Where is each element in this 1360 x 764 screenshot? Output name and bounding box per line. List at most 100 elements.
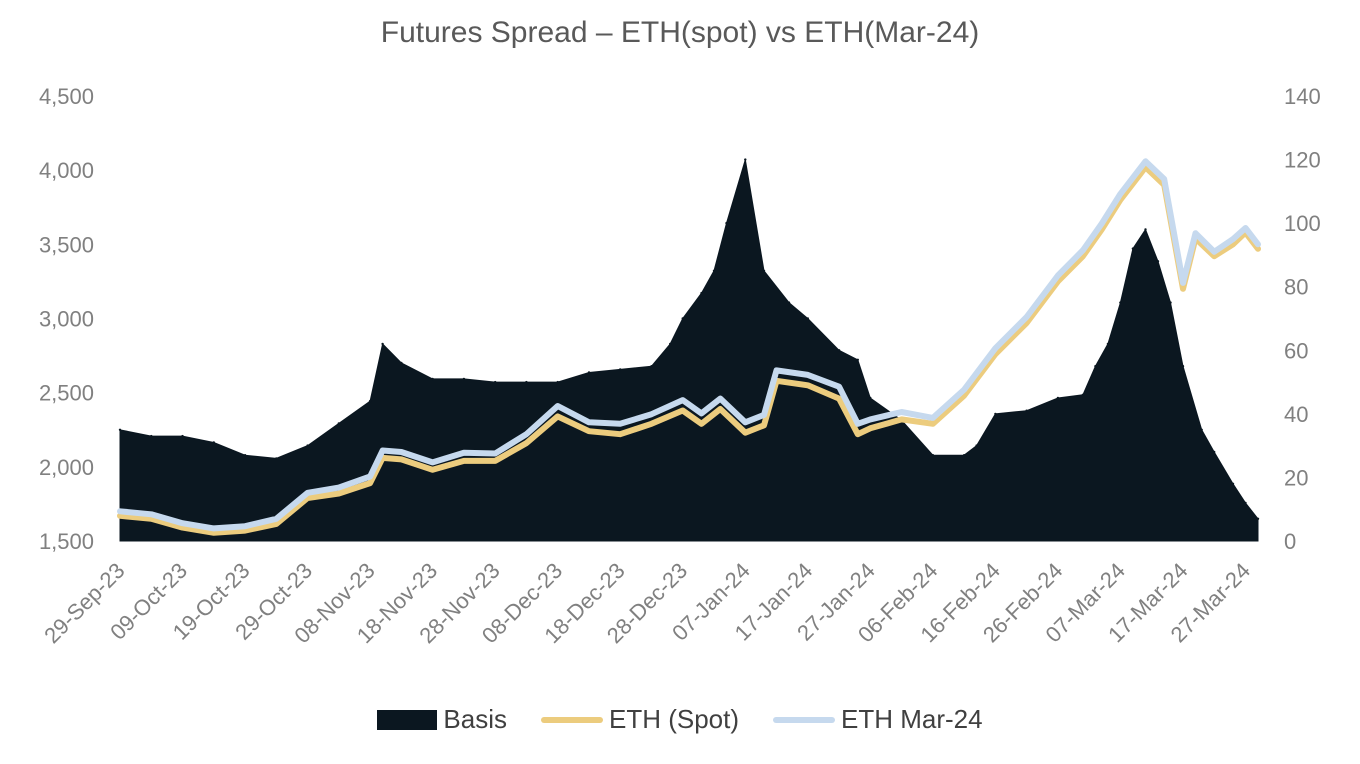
basis-point — [118, 428, 122, 431]
eth-mar24-point — [930, 415, 935, 420]
eth-mar24-point — [1212, 249, 1217, 254]
left-tick-label: 3,000 — [39, 307, 94, 332]
basis-point — [744, 158, 747, 161]
eth-mar24-point — [1024, 315, 1029, 319]
eth-mar24-point — [1231, 237, 1235, 242]
eth-spot-point — [118, 513, 122, 518]
basis-point — [1144, 228, 1147, 231]
eth-mar24-point — [1243, 226, 1248, 230]
legend-label-eth-mar24: ETH Mar-24 — [841, 704, 983, 734]
eth-mar24-point — [274, 516, 279, 521]
eth-spot-point — [805, 383, 810, 388]
left-tick-label: 3,500 — [39, 232, 94, 257]
basis-point — [525, 380, 528, 384]
eth-mar24-point — [1080, 248, 1085, 253]
eth-spot-point — [587, 429, 591, 434]
basis-swatch — [377, 709, 438, 730]
left-tick-label: 2,000 — [39, 455, 94, 480]
eth-mar24-point — [680, 398, 685, 403]
eth-mar24-point — [243, 524, 248, 529]
eth-spot-point — [149, 516, 154, 521]
basis-point — [181, 434, 184, 438]
basis-point — [669, 342, 672, 346]
basis-point — [806, 317, 809, 320]
eth-mar24-point — [524, 432, 529, 437]
eth-spot-point — [899, 417, 904, 422]
basis-point — [725, 221, 728, 225]
eth-spot-point — [855, 432, 860, 437]
right-tick-label: 0 — [1284, 529, 1296, 554]
eth-spot-point — [555, 414, 560, 419]
eth-spot-point — [762, 423, 766, 428]
basis-point — [1231, 482, 1235, 485]
basis-point — [975, 444, 978, 447]
basis-point — [212, 441, 215, 444]
basis-point — [1094, 365, 1097, 368]
basis-point — [368, 399, 372, 403]
basis-point — [700, 291, 703, 295]
basis-point — [1181, 365, 1185, 368]
basis-point — [556, 380, 559, 384]
eth-spot-point — [493, 458, 498, 463]
legend-item-eth-spot: ETH (Spot) — [540, 704, 740, 735]
eth-mar24-point — [180, 521, 185, 526]
basis-point — [1244, 501, 1247, 505]
eth-spot-point — [837, 396, 842, 401]
eth-mar24-point — [118, 509, 122, 514]
basis-point — [1081, 393, 1085, 396]
basis-point — [869, 396, 872, 400]
eth-mar24-point — [380, 448, 385, 453]
legend-item-basis: Basis — [377, 704, 507, 735]
eth-spot-point — [699, 421, 704, 426]
eth-mar24-point — [618, 421, 623, 426]
eth-spot-point — [718, 407, 723, 411]
eth-mar24-point — [493, 451, 498, 456]
eth-mar24-swatch — [773, 716, 836, 723]
basis-point — [1025, 409, 1028, 412]
legend-item-eth-mar24: ETH Mar-24 — [773, 704, 983, 735]
eth-mar24-line — [117, 158, 1261, 532]
basis-point — [243, 454, 247, 457]
eth-mar24-point — [837, 384, 842, 389]
eth-spot-point — [680, 408, 685, 413]
basis-point — [337, 422, 340, 425]
right-tick-label: 40 — [1284, 402, 1308, 427]
eth-mar24-point — [555, 404, 560, 408]
eth-spot-point — [368, 481, 373, 486]
eth-mar24-point — [993, 346, 998, 351]
basis-point — [381, 342, 384, 346]
eth-mar24-point — [1193, 231, 1198, 236]
eth-mar24-point — [368, 474, 373, 479]
basis-point — [1200, 428, 1203, 431]
basis-area-layer — [118, 158, 1260, 542]
eth-spot-point — [868, 426, 873, 431]
eth-spot-point — [399, 457, 404, 462]
basis-point — [1056, 396, 1060, 400]
price-lines-layer — [117, 158, 1261, 536]
eth-spot-point — [649, 421, 654, 426]
eth-mar24-point — [587, 420, 591, 425]
eth-spot-point — [1256, 246, 1260, 251]
eth-mar24-point — [399, 450, 404, 454]
basis-area — [119, 159, 1259, 542]
eth-spot-point — [1212, 254, 1217, 259]
basis-point — [1213, 450, 1216, 454]
eth-mar24-point — [718, 396, 723, 401]
eth-mar24-point — [868, 417, 873, 422]
legend-label-eth-spot: ETH (Spot) — [608, 704, 740, 734]
eth-spot-point — [336, 491, 341, 496]
basis-point — [275, 457, 278, 460]
basis-point — [462, 377, 466, 381]
eth-spot-point — [243, 528, 248, 533]
eth-spot-point — [618, 432, 623, 437]
right-tick-label: 120 — [1284, 148, 1321, 173]
basis-point — [1169, 301, 1172, 304]
eth-mar24-point — [1118, 191, 1123, 196]
chart-title: Futures Spread – ETH(spot) vs ETH(Mar-24… — [380, 16, 980, 49]
left-tick-label: 1,500 — [39, 529, 94, 554]
basis-point — [1119, 301, 1122, 304]
eth-mar24-point — [1181, 280, 1185, 285]
eth-mar24-point — [149, 512, 154, 517]
basis-point — [587, 371, 591, 374]
eth-spot-line — [117, 164, 1261, 536]
